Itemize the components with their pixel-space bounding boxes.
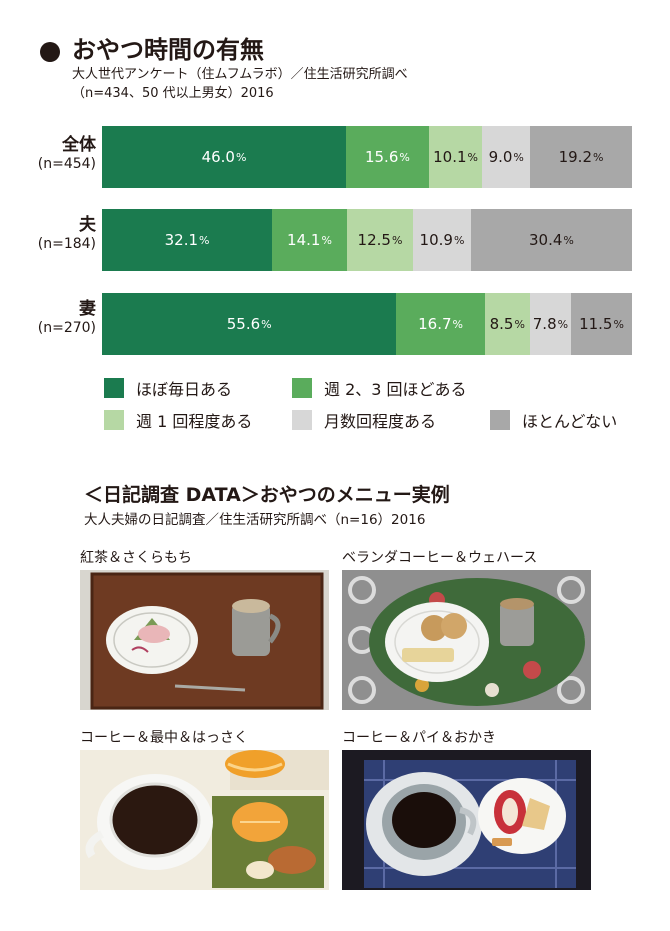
legend-item-daily: ほぼ毎日ある <box>104 376 232 400</box>
photo-veranda-coffee <box>342 570 591 710</box>
bar-wife-unit-label-monthly: % <box>557 317 569 331</box>
bar-wife-segment-monthly: 7.8% <box>529 293 572 355</box>
bar-all-unit-label-2-3-week: % <box>399 150 410 164</box>
bar-all-segment-2-3-week: 15.6% <box>346 126 429 188</box>
bar-wife-segment-rarely: 11.5% <box>571 293 632 355</box>
bar-all-value-label-1-week: 10.1 <box>433 148 467 166</box>
bar-husband-value-label-2-3-week: 14.1 <box>287 231 321 249</box>
bar-wife-segment-2-3-week: 16.7% <box>396 293 485 355</box>
bar-husband-value-label-rarely: 30.4 <box>528 231 563 249</box>
bar-husband-value-label-daily: 32.1 <box>164 231 199 249</box>
chart-title: おやつ時間の有無 <box>72 36 264 64</box>
legend-item-rarely: ほとんどない <box>490 408 617 432</box>
bar-husband-unit-label-rarely: % <box>563 233 574 247</box>
legend-swatch-daily <box>104 378 124 398</box>
bar-husband-unit-label-daily: % <box>199 233 210 247</box>
bar-wife-segment-1-week: 8.5% <box>484 293 530 355</box>
chart-subtitle-sample: （n=434、50 代以上男女）2016 <box>72 86 274 101</box>
bar-all-value-label-rarely: 19.2 <box>558 148 592 166</box>
bar-husband-segment-rarely: 30.4% <box>470 209 632 271</box>
photo-coffee-pie <box>342 750 591 890</box>
bar-wife-segment-daily: 55.6% <box>102 293 397 355</box>
legend-label-rarely: ほとんどない <box>522 412 618 431</box>
photo-caption-coffee-monaka: コーヒー＆最中＆はっさく <box>80 730 248 746</box>
chart-subtitle-source: 大人世代アンケート（住ムフムラボ）／住生活研究所調べ <box>72 67 408 82</box>
bar-all-value-label-daily: 46.0 <box>201 148 235 166</box>
row-label-wife-name: 妻 <box>79 299 96 319</box>
bar-husband-segment-2-3-week: 14.1% <box>272 209 347 271</box>
bar-wife-value-label-1-week: 8.5 <box>489 315 514 333</box>
legend-label-2-3-week: 週 2、3 回ほどある <box>324 380 467 399</box>
bar-all-segment-monthly: 9.0% <box>482 126 531 188</box>
bar-wife-unit-label-daily: % <box>261 317 272 331</box>
bar-husband-value-label-monthly: 10.9 <box>419 231 453 249</box>
row-label-husband: 夫 (n=184) <box>28 216 96 254</box>
legend-item-1-week: 週 1 回程度ある <box>104 408 252 432</box>
row-label-husband-name: 夫 <box>79 215 96 235</box>
legend-label-1-week: 週 1 回程度ある <box>136 412 253 431</box>
bar-wife-value-label-monthly: 7.8 <box>532 315 557 333</box>
bar-husband-unit-label-monthly: % <box>453 233 465 247</box>
row-label-all: 全体 (n=454) <box>28 136 96 174</box>
row-label-wife-n: (n=270) <box>37 320 96 336</box>
bar-husband: 32.1% 14.1% 12.5% 10.9% 30.4% <box>102 209 632 271</box>
legend-label-monthly: 月数回程度ある <box>324 412 437 431</box>
bar-wife-value-label-daily: 55.6 <box>226 315 261 333</box>
row-label-wife: 妻 (n=270) <box>28 300 96 338</box>
bar-all-segment-rarely: 19.2% <box>530 126 632 188</box>
bar-husband-segment-1-week: 12.5% <box>346 209 414 271</box>
bar-husband-segment-monthly: 10.9% <box>413 209 471 271</box>
legend-label-daily: ほぼ毎日ある <box>136 380 233 399</box>
photo-caption-tea-sakuramochi: 紅茶＆さくらもち <box>80 550 192 566</box>
photo-caption-coffee-pie: コーヒー＆パイ＆おかき <box>342 730 496 746</box>
diary-section-subtitle: 大人夫婦の日記調査／住生活研究所調べ（n=16）2016 <box>84 512 426 528</box>
bar-husband-unit-label-2-3-week: % <box>321 233 332 247</box>
bar-wife-unit-label-2-3-week: % <box>452 317 463 331</box>
bar-wife-value-label-2-3-week: 16.7 <box>418 315 452 333</box>
bar-husband-value-label-1-week: 12.5 <box>357 231 391 249</box>
photo-tea-sakuramochi <box>80 570 329 710</box>
bar-all-value-label-monthly: 9.0 <box>488 148 513 166</box>
row-label-all-n: (n=454) <box>37 156 96 172</box>
bar-husband-unit-label-1-week: % <box>391 233 403 247</box>
bar-all-segment-1-week: 10.1% <box>428 126 483 188</box>
photo-coffee-monaka <box>80 750 329 890</box>
bar-wife-unit-label-rarely: % <box>613 317 624 331</box>
bar-all-unit-label-rarely: % <box>593 150 604 164</box>
title-bullet-icon <box>40 42 60 62</box>
bar-husband-segment-daily: 32.1% <box>102 209 273 271</box>
row-label-all-name: 全体 <box>62 135 96 155</box>
bar-all: 46.0% 15.6% 10.1% 9.0% 19.2% <box>102 126 632 188</box>
photo-caption-veranda-coffee: ベランダコーヒー＆ウェハース <box>342 550 538 566</box>
diary-section-title: ＜日記調査 DATA＞おやつのメニュー実例 <box>84 484 450 506</box>
legend-item-monthly: 月数回程度ある <box>292 408 436 432</box>
bar-wife: 55.6% 16.7% 8.5% 7.8% 11.5% <box>102 293 632 355</box>
legend-item-2-3-week: 週 2、3 回ほどある <box>292 376 467 400</box>
row-label-husband-n: (n=184) <box>37 236 96 252</box>
bar-wife-value-label-rarely: 11.5 <box>579 315 613 333</box>
legend-swatch-rarely <box>490 410 510 430</box>
legend-swatch-monthly <box>292 410 312 430</box>
bar-all-unit-label-daily: % <box>235 150 247 164</box>
bar-all-unit-label-1-week: % <box>467 150 478 164</box>
bar-wife-unit-label-1-week: % <box>514 317 525 331</box>
bar-all-unit-label-monthly: % <box>513 150 524 164</box>
bar-all-segment-daily: 46.0% <box>102 126 347 188</box>
bar-all-value-label-2-3-week: 15.6 <box>364 148 399 166</box>
legend-swatch-2-3-week <box>292 378 312 398</box>
legend-swatch-1-week <box>104 410 124 430</box>
